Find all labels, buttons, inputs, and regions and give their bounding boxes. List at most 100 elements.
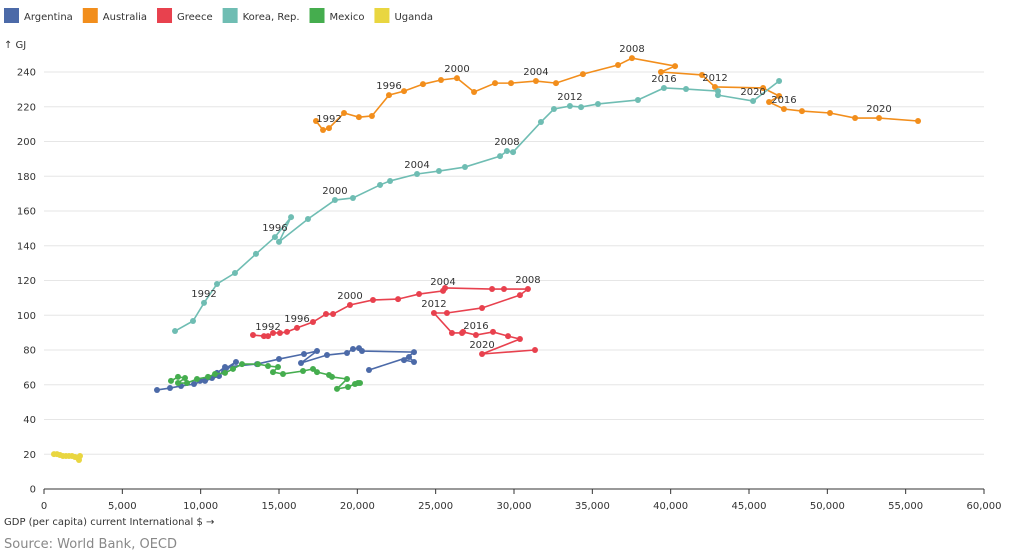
- data-point: [221, 364, 228, 371]
- data-point: [672, 63, 679, 70]
- data-point: [314, 348, 321, 355]
- year-label: 2020: [469, 340, 494, 351]
- y-tick-label: 140: [17, 241, 36, 252]
- y-tick-label: 220: [17, 102, 36, 113]
- data-point: [304, 215, 311, 222]
- year-label: 1992: [316, 114, 341, 125]
- data-point: [497, 153, 504, 160]
- year-label: 2008: [619, 44, 644, 55]
- data-point: [714, 92, 721, 99]
- legend-label: Australia: [103, 12, 147, 23]
- data-point: [594, 100, 601, 107]
- series-line: [174, 80, 780, 332]
- legend-item-argentina[interactable]: Argentina: [4, 8, 73, 23]
- data-point: [265, 333, 272, 340]
- data-point: [276, 238, 282, 245]
- data-point: [269, 369, 276, 376]
- data-point: [448, 329, 455, 336]
- data-point: [479, 350, 486, 357]
- data-point: [288, 214, 295, 221]
- data-point: [331, 197, 338, 204]
- data-point: [385, 92, 392, 99]
- data-point: [297, 360, 304, 367]
- legend-item-uganda[interactable]: Uganda: [374, 8, 433, 23]
- data-point: [430, 309, 437, 316]
- data-point: [276, 329, 283, 336]
- year-label: 2012: [557, 92, 582, 103]
- legend-swatch: [222, 8, 238, 23]
- legend-item-greece[interactable]: Greece: [157, 8, 213, 23]
- x-tick-label: 40,000: [653, 501, 688, 512]
- year-label: 2000: [444, 64, 469, 75]
- y-tick-label: 40: [23, 415, 36, 426]
- data-point: [355, 114, 362, 121]
- x-tick-label: 15,000: [262, 501, 297, 512]
- year-label: 2020: [866, 104, 891, 115]
- data-point: [343, 376, 350, 383]
- data-point: [401, 88, 408, 95]
- year-label: 2004: [404, 160, 429, 171]
- data-point: [366, 366, 373, 373]
- x-tick-label: 25,000: [418, 501, 453, 512]
- legend-swatch: [374, 8, 390, 23]
- data-point: [683, 86, 690, 93]
- series-australia: 1992 1996 2000 2004 2008 2012 2016 2020: [313, 44, 922, 134]
- data-point: [657, 69, 664, 75]
- data-point: [214, 280, 221, 287]
- data-point: [238, 361, 245, 368]
- data-point: [852, 115, 859, 122]
- data-point: [776, 92, 783, 99]
- x-axis-label: GDP (per capita) current International $…: [4, 517, 214, 528]
- data-point: [531, 347, 538, 353]
- data-point: [329, 373, 336, 380]
- year-label: 2004: [523, 67, 548, 78]
- series-mexico: [167, 361, 363, 392]
- x-tick-label: 10,000: [183, 501, 218, 512]
- data-point: [826, 110, 833, 117]
- data-point: [301, 350, 308, 357]
- x-tick-label: 55,000: [888, 501, 923, 512]
- data-point: [490, 328, 497, 335]
- data-point: [190, 317, 197, 324]
- data-point: [255, 361, 262, 368]
- data-point: [77, 452, 84, 459]
- data-point: [276, 356, 282, 363]
- legend-item-korea-rep-[interactable]: Korea, Rep.: [222, 8, 300, 23]
- year-label: 2008: [515, 275, 540, 286]
- legend-swatch: [309, 8, 325, 23]
- gridlines: [44, 71, 984, 455]
- data-point: [460, 328, 467, 335]
- data-point: [712, 83, 719, 90]
- data-point: [231, 270, 238, 277]
- data-point: [194, 376, 201, 383]
- data-point: [461, 164, 468, 171]
- data-point: [174, 373, 181, 380]
- legend-label: Greece: [177, 12, 213, 23]
- year-label: 2016: [771, 95, 796, 106]
- data-point: [265, 362, 272, 369]
- data-point: [537, 119, 544, 126]
- data-point: [760, 84, 767, 91]
- year-label: 2020: [740, 87, 765, 98]
- legend-item-mexico[interactable]: Mexico: [309, 8, 365, 23]
- year-label: 1996: [284, 314, 309, 325]
- data-point: [154, 386, 161, 393]
- legend-item-australia[interactable]: Australia: [82, 8, 147, 23]
- year-label: 2004: [430, 277, 455, 288]
- year-label: 2000: [337, 291, 362, 302]
- data-point: [184, 380, 191, 387]
- data-point: [471, 88, 478, 95]
- data-point: [167, 377, 174, 384]
- data-point: [172, 328, 179, 335]
- y-tick-label: 60: [23, 380, 36, 391]
- data-point: [343, 349, 350, 356]
- data-point: [395, 296, 402, 303]
- data-point: [314, 369, 321, 376]
- data-point: [274, 364, 281, 371]
- axes: 0 20 40 60 80 100 120 140 160 180 200 220 240 0 5,000 1…: [17, 68, 1002, 513]
- data-point: [341, 110, 348, 117]
- x-tick-label: 5,000: [108, 501, 137, 512]
- year-label: 2000: [322, 186, 347, 197]
- data-point: [578, 104, 585, 111]
